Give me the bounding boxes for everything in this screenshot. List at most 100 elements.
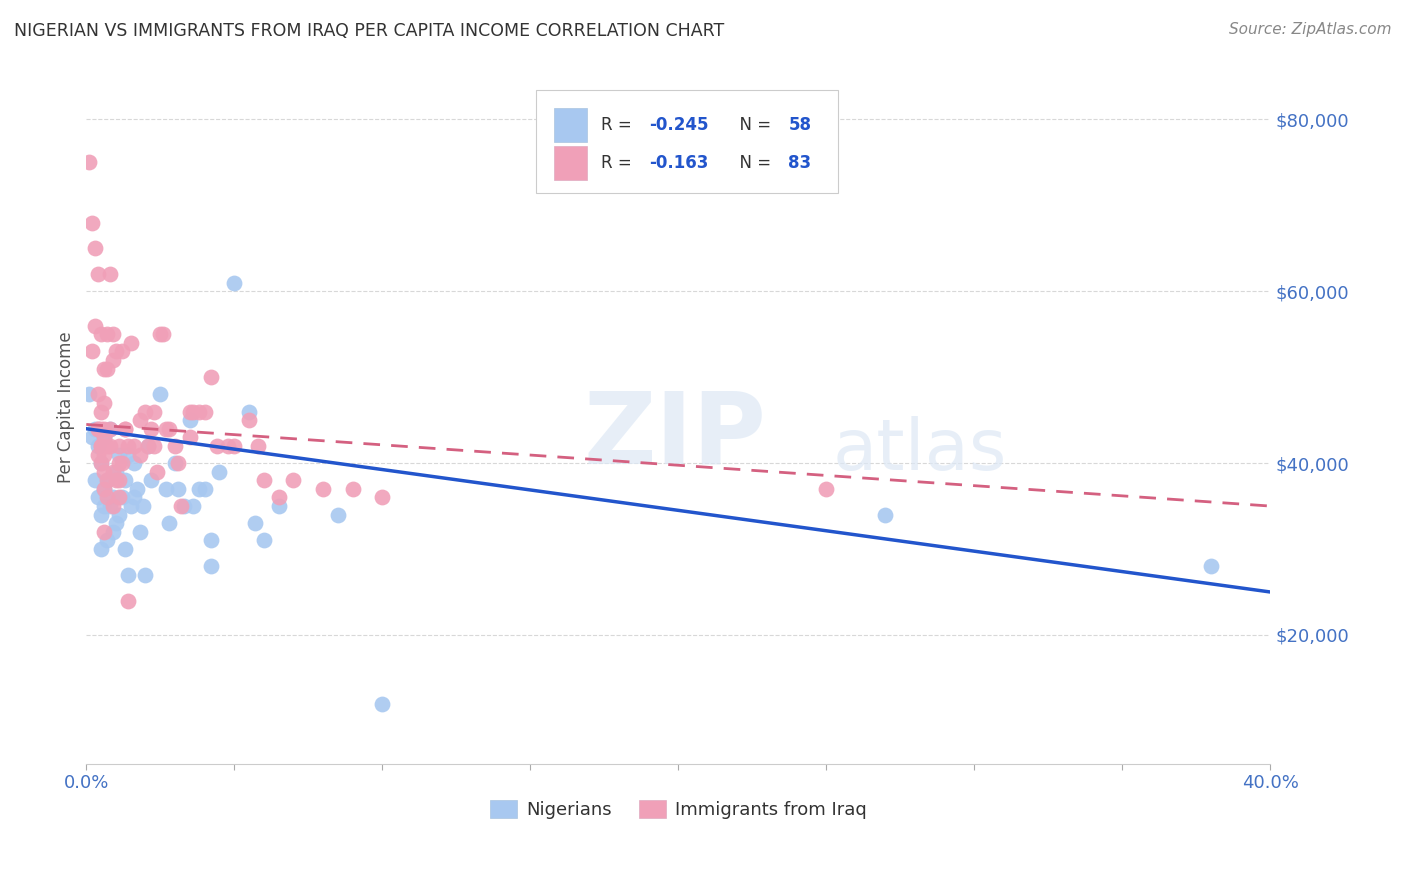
Point	[90, 327, 112, 342]
Point	[224, 276, 246, 290]
Point	[312, 482, 335, 496]
Point	[96, 473, 118, 487]
Point	[200, 559, 222, 574]
Point	[134, 404, 156, 418]
Point	[208, 465, 231, 479]
Point	[87, 422, 110, 436]
Point	[155, 422, 177, 436]
Point	[143, 439, 166, 453]
Point	[98, 267, 121, 281]
Point	[93, 524, 115, 539]
Bar	[554, 145, 588, 180]
Point	[122, 491, 145, 505]
Point	[90, 439, 112, 453]
Text: Source: ZipAtlas.com: Source: ZipAtlas.com	[1229, 22, 1392, 37]
Point	[104, 516, 127, 531]
Point	[87, 267, 110, 281]
Point	[108, 439, 131, 453]
Point	[246, 439, 269, 453]
Point	[101, 353, 124, 368]
Point	[141, 473, 163, 487]
Point	[187, 482, 209, 496]
Point	[194, 482, 217, 496]
Point	[117, 593, 139, 607]
Point	[93, 430, 115, 444]
Point	[253, 533, 276, 548]
Point	[152, 327, 174, 342]
Point	[98, 422, 121, 436]
Point	[87, 422, 110, 436]
Point	[84, 318, 107, 333]
Point	[117, 439, 139, 453]
Point	[93, 422, 115, 436]
Point	[253, 473, 276, 487]
Point	[342, 482, 364, 496]
Point	[326, 508, 349, 522]
Point	[128, 448, 150, 462]
Point	[82, 430, 104, 444]
Point	[114, 422, 136, 436]
Point	[157, 516, 180, 531]
Text: atlas: atlas	[832, 416, 1007, 484]
Point	[82, 344, 104, 359]
Point	[179, 404, 201, 418]
Point	[87, 448, 110, 462]
Point	[114, 473, 136, 487]
Point	[90, 456, 112, 470]
Point	[122, 456, 145, 470]
Point	[131, 499, 153, 513]
Point	[194, 404, 217, 418]
Point	[173, 499, 195, 513]
Point	[93, 482, 115, 496]
Point	[114, 422, 136, 436]
Point	[267, 499, 290, 513]
Point	[128, 413, 150, 427]
Point	[98, 422, 121, 436]
Point	[96, 361, 118, 376]
Point	[84, 422, 107, 436]
Point	[104, 473, 127, 487]
Point	[149, 327, 172, 342]
Text: R =: R =	[602, 116, 637, 134]
Point	[238, 413, 260, 427]
Point	[90, 456, 112, 470]
Point	[98, 439, 121, 453]
Text: R =: R =	[602, 153, 637, 171]
Point	[104, 344, 127, 359]
Point	[98, 499, 121, 513]
Point	[90, 439, 112, 453]
Point	[170, 499, 193, 513]
Point	[122, 439, 145, 453]
Text: -0.163: -0.163	[648, 153, 709, 171]
Point	[111, 456, 134, 470]
Point	[93, 499, 115, 513]
Point	[141, 422, 163, 436]
Point	[90, 422, 112, 436]
Point	[87, 387, 110, 401]
Point	[93, 430, 115, 444]
Text: -0.245: -0.245	[648, 116, 709, 134]
Point	[108, 456, 131, 470]
Point	[96, 533, 118, 548]
Point	[84, 473, 107, 487]
Text: N =: N =	[730, 153, 776, 171]
Point	[371, 491, 394, 505]
Point	[815, 482, 838, 496]
Point	[181, 404, 204, 418]
Text: ZIP: ZIP	[583, 387, 766, 484]
Point	[217, 439, 239, 453]
Point	[167, 456, 190, 470]
Point	[283, 473, 305, 487]
Point	[200, 370, 222, 384]
Point	[96, 327, 118, 342]
Point	[267, 491, 290, 505]
Point	[93, 465, 115, 479]
Point	[101, 524, 124, 539]
Point	[101, 465, 124, 479]
Point	[96, 473, 118, 487]
Point	[108, 508, 131, 522]
Point	[165, 456, 187, 470]
Point	[117, 567, 139, 582]
Point	[108, 491, 131, 505]
Text: N =: N =	[730, 116, 776, 134]
